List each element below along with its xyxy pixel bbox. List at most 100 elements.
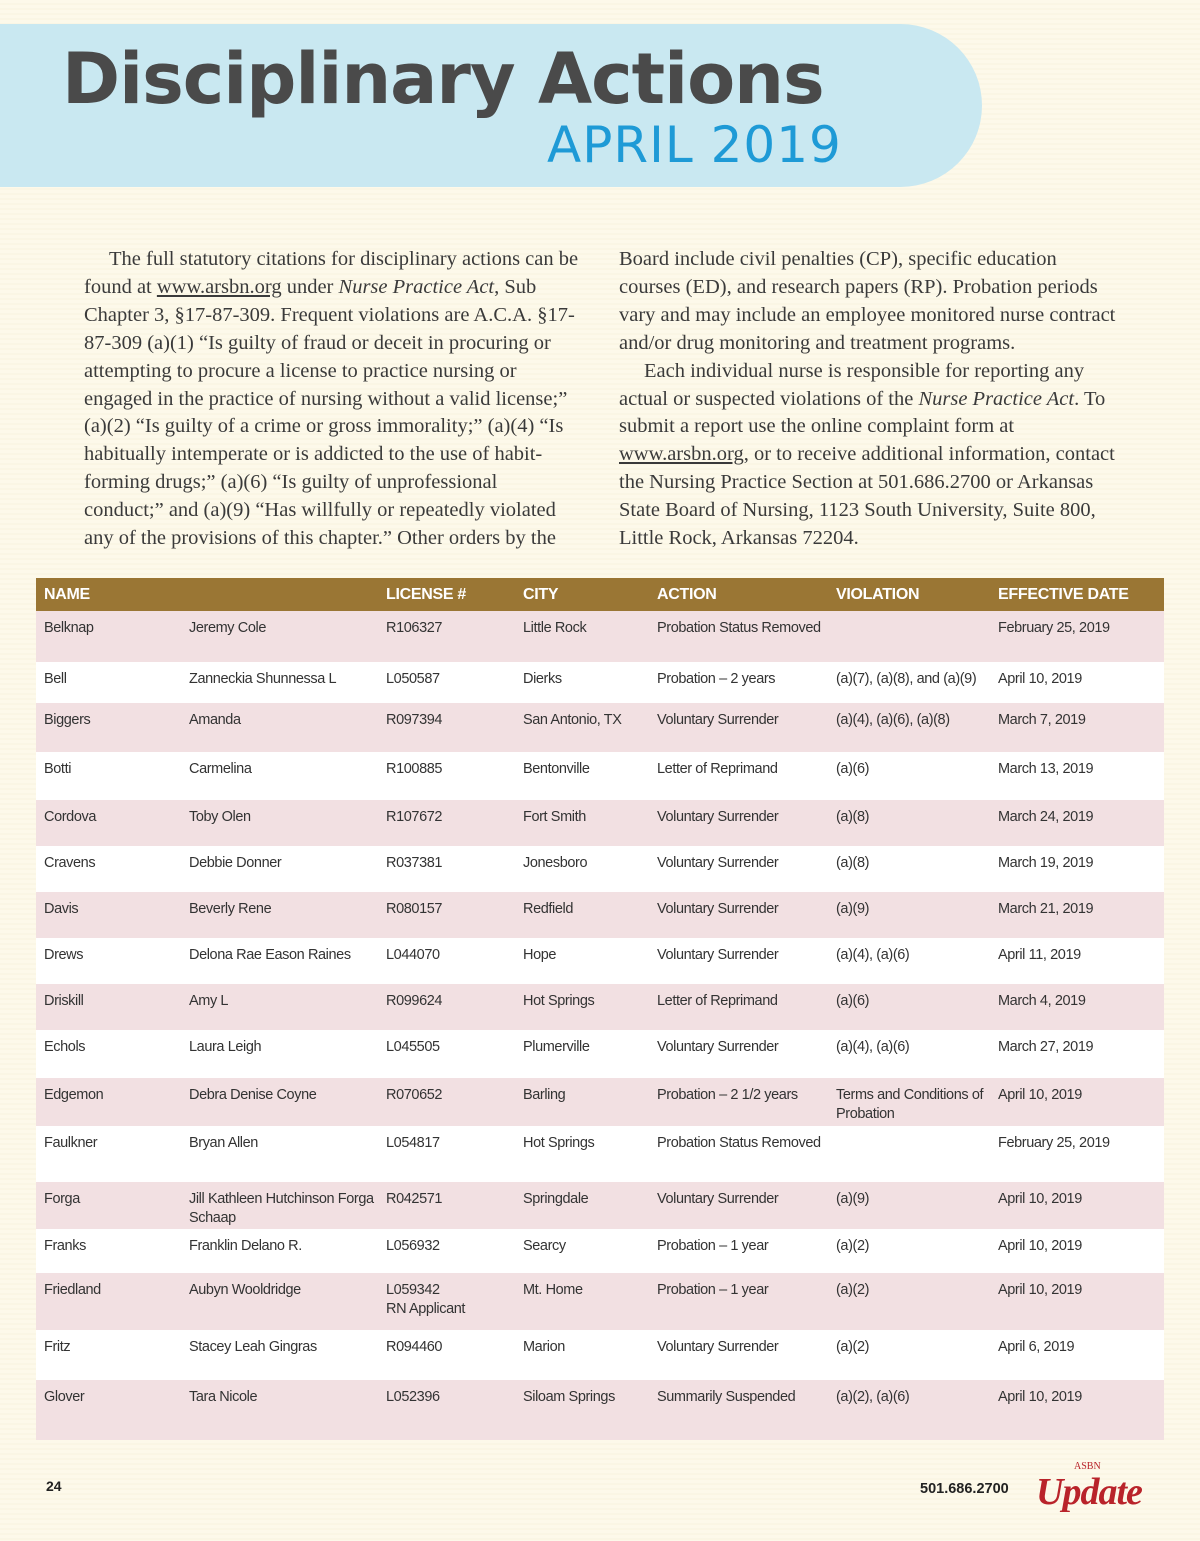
cell-first-name: Bryan Allen (181, 1126, 378, 1182)
page-subtitle: APRIL 2019 (547, 116, 842, 174)
cell-city: Siloam Springs (515, 1380, 649, 1440)
cell-violation: (a)(4), (a)(6) (828, 938, 990, 984)
column-header-action: ACTION (649, 578, 828, 611)
column-header-first-name (181, 578, 378, 611)
cell-last-name: Bell (36, 662, 181, 703)
cell-license: R037381 (378, 846, 515, 892)
table-row: Cordova Toby Olen R107672 Fort Smith Volunta… (36, 800, 1164, 846)
cell-city: Redfield (515, 892, 649, 938)
cell-violation: (a)(2) (828, 1330, 990, 1380)
act-title: Nurse Practice Act (338, 275, 495, 298)
table-row: Franks Franklin Delano R. L056932 Searcy Pro… (36, 1229, 1164, 1273)
cell-first-name: Jeremy Cole (181, 611, 378, 662)
column-header-city: CITY (515, 578, 649, 611)
cell-violation (828, 1126, 990, 1182)
table-row: Forga Jill Kathleen Hutchinson Forga Scha… (36, 1182, 1164, 1229)
cell-first-name: Amy L (181, 984, 378, 1030)
cell-last-name: Cravens (36, 846, 181, 892)
cell-city: Mt. Home (515, 1273, 649, 1330)
cell-first-name: Laura Leigh (181, 1030, 378, 1078)
intro-text-segment: , or to receive additional information, … (619, 443, 1115, 550)
table-row: Driskill Amy L R099624 Hot Springs Letter of… (36, 984, 1164, 1030)
page-title: Disciplinary Actions (62, 38, 825, 120)
cell-city: Searcy (515, 1229, 649, 1273)
cell-last-name: Edgemon (36, 1078, 181, 1126)
cell-last-name: Forga (36, 1182, 181, 1229)
cell-action: Probation Status Removed (649, 611, 828, 662)
intro-text-segment: . To submit a report use the online comp… (619, 387, 1106, 438)
cell-license: L059342 RN Applicant (378, 1273, 515, 1330)
cell-first-name: Aubyn Wooldridge (181, 1273, 378, 1330)
intro-paragraph-1: The full statutory citations for discipl… (84, 246, 1116, 553)
cell-license: R094460 (378, 1330, 515, 1380)
intro-text-segment: under (281, 275, 339, 298)
cell-effective-date: March 4, 2019 (990, 984, 1164, 1030)
cell-action: Voluntary Surrender (649, 938, 828, 984)
cell-license: R042571 (378, 1182, 515, 1229)
footer-phone: 501.686.2700 (920, 1481, 1009, 1497)
cell-license: L056932 (378, 1229, 515, 1273)
cell-last-name: Glover (36, 1380, 181, 1440)
cell-violation: (a)(6) (828, 984, 990, 1030)
table-row: Friedland Aubyn Wooldridge L059342 RN Appl… (36, 1273, 1164, 1330)
cell-violation: (a)(8) (828, 846, 990, 892)
cell-effective-date: April 10, 2019 (990, 1229, 1164, 1273)
cell-action: Probation Status Removed (649, 1126, 828, 1182)
table-row: Davis Beverly Rene R080157 Redfield Voluntar… (36, 892, 1164, 938)
cell-violation: (a)(2) (828, 1229, 990, 1273)
cell-action: Probation – 2 1/2 years (649, 1078, 828, 1126)
cell-effective-date: April 10, 2019 (990, 1380, 1164, 1440)
cell-first-name: Debbie Donner (181, 846, 378, 892)
cell-city: San Antonio, TX (515, 703, 649, 752)
website-link[interactable]: www.arsbn.org (156, 275, 282, 298)
cell-first-name: Amanda (181, 703, 378, 752)
cell-first-name: Tara Nicole (181, 1380, 378, 1440)
cell-action: Voluntary Surrender (649, 846, 828, 892)
table-row: Drews Delona Rae Eason Raines L044070 Hope V… (36, 938, 1164, 984)
cell-action: Summarily Suspended (649, 1380, 828, 1440)
cell-effective-date: March 21, 2019 (990, 892, 1164, 938)
cell-action: Letter of Reprimand (649, 752, 828, 800)
cell-city: Hope (515, 938, 649, 984)
cell-last-name: Drews (36, 938, 181, 984)
cell-violation: (a)(7), (a)(8), and (a)(9) (828, 662, 990, 703)
intro-paragraph-2: Each individual nurse is responsible for… (619, 358, 1116, 553)
cell-violation: (a)(4), (a)(6), (a)(8) (828, 703, 990, 752)
table-row: Echols Laura Leigh L045505 Plumerville Volun… (36, 1030, 1164, 1078)
cell-effective-date: April 10, 2019 (990, 1182, 1164, 1229)
cell-license: R106327 (378, 611, 515, 662)
website-link[interactable]: www.arsbn.org (619, 443, 744, 466)
cell-effective-date: April 10, 2019 (990, 1273, 1164, 1330)
cell-effective-date: March 19, 2019 (990, 846, 1164, 892)
cell-last-name: Fritz (36, 1330, 181, 1380)
cell-last-name: Biggers (36, 703, 181, 752)
cell-license: L052396 (378, 1380, 515, 1440)
cell-violation: (a)(2), (a)(6) (828, 1380, 990, 1440)
intro-text: The full statutory citations for discipl… (84, 246, 1116, 553)
cell-first-name: Beverly Rene (181, 892, 378, 938)
act-title: Nurse Practice Act (918, 387, 1075, 410)
table-row: Edgemon Debra Denise Coyne R070652 Barling P… (36, 1078, 1164, 1126)
cell-action: Voluntary Surrender (649, 1330, 828, 1380)
cell-action: Voluntary Surrender (649, 1182, 828, 1229)
cell-city: Marion (515, 1330, 649, 1380)
cell-last-name: Botti (36, 752, 181, 800)
table-row: Glover Tara Nicole L052396 Siloam Springs Su… (36, 1380, 1164, 1440)
cell-last-name: Faulkner (36, 1126, 181, 1182)
column-header-license: LICENSE # (378, 578, 515, 611)
cell-effective-date: March 13, 2019 (990, 752, 1164, 800)
table-row: Faulkner Bryan Allen L054817 Hot Springs Pro… (36, 1126, 1164, 1182)
cell-effective-date: April 10, 2019 (990, 1078, 1164, 1126)
cell-first-name: Debra Denise Coyne (181, 1078, 378, 1126)
cell-first-name: Carmelina (181, 752, 378, 800)
table-row: Belknap Jeremy Cole R106327 Little Rock Prob… (36, 611, 1164, 662)
cell-violation: Terms and Conditions of Probation (828, 1078, 990, 1126)
cell-violation: (a)(2) (828, 1273, 990, 1330)
cell-license: R107672 (378, 800, 515, 846)
column-header-violation: VIOLATION (828, 578, 990, 611)
cell-first-name: Delona Rae Eason Raines (181, 938, 378, 984)
cell-effective-date: April 11, 2019 (990, 938, 1164, 984)
cell-action: Voluntary Surrender (649, 1030, 828, 1078)
column-header-last-name: NAME (36, 578, 181, 611)
intro-text-segment: The full statutory citations for discipl… (84, 248, 579, 298)
